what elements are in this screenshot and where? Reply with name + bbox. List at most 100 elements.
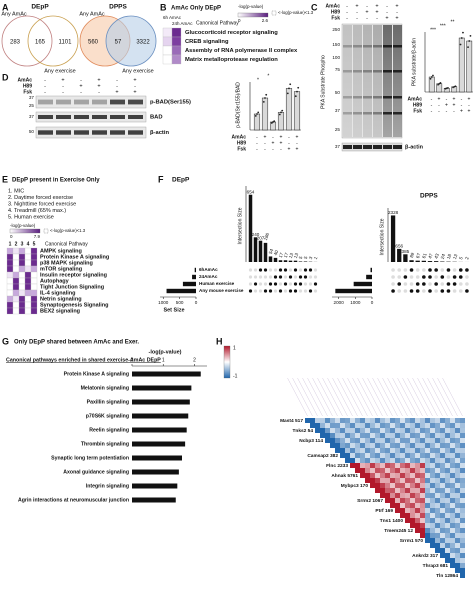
matrix-dot bbox=[288, 282, 293, 286]
legend-title: -log(p-value) bbox=[238, 4, 264, 9]
replicate-dot bbox=[432, 74, 434, 77]
venn-circle bbox=[27, 15, 79, 67]
gene-label: Flnc 2233 bbox=[326, 463, 348, 469]
sign: - bbox=[431, 102, 433, 108]
matrix-dot bbox=[298, 282, 303, 286]
heatmap-cell bbox=[340, 453, 345, 458]
heatmap-cell bbox=[425, 498, 430, 503]
matrix-dot bbox=[293, 275, 298, 279]
heatmap-cell bbox=[24, 301, 32, 309]
matrix-dot bbox=[303, 275, 308, 279]
blot-band bbox=[343, 145, 352, 149]
heatmap-cell bbox=[455, 518, 460, 523]
heatmap-cell bbox=[420, 513, 425, 518]
heatmap-cell bbox=[365, 418, 370, 423]
heatmap-cell bbox=[450, 443, 455, 448]
heatmap-cell bbox=[365, 443, 370, 448]
heatmap-cell bbox=[12, 265, 20, 273]
heatmap-cell bbox=[405, 463, 410, 468]
heatmap-cell bbox=[460, 428, 465, 433]
treatment-label: AmAc bbox=[408, 96, 423, 102]
heatmap-cell bbox=[400, 503, 405, 508]
panel-letter: A bbox=[2, 2, 9, 12]
replicate-dot bbox=[468, 40, 471, 42]
set-size-bar bbox=[194, 267, 196, 273]
heatmap-cell bbox=[440, 503, 445, 508]
heatmap-cell bbox=[400, 498, 405, 503]
heatmap-cell bbox=[445, 528, 450, 533]
heatmap-cell bbox=[410, 463, 415, 468]
heatmap-cell bbox=[400, 423, 405, 428]
x-tick-label: 1000 bbox=[350, 300, 361, 305]
heatmap-cell bbox=[455, 533, 460, 538]
heatmap-cell bbox=[390, 498, 395, 503]
heatmap-cell bbox=[350, 448, 355, 453]
matrix-dot bbox=[458, 289, 463, 293]
sign: - bbox=[431, 96, 433, 102]
blot-label: p-BAD(Ser155) bbox=[150, 100, 191, 106]
data-label: 43 bbox=[434, 252, 441, 259]
heatmap-cell bbox=[18, 259, 26, 267]
heatmap-cell bbox=[18, 253, 26, 261]
data-label: 207 bbox=[257, 235, 265, 240]
heatmap-cell bbox=[415, 483, 420, 488]
bar bbox=[397, 248, 402, 262]
heatmap-cell bbox=[430, 498, 435, 503]
heatmap-cell bbox=[450, 538, 455, 543]
matrix-dot bbox=[273, 282, 278, 286]
heatmap-cell bbox=[415, 443, 420, 448]
matrix-dot bbox=[440, 268, 445, 272]
sign: - bbox=[288, 140, 290, 146]
matrix-dot bbox=[452, 268, 457, 272]
heatmap-cell bbox=[400, 428, 405, 433]
label-leader bbox=[422, 377, 443, 417]
heatmap-cell bbox=[410, 523, 415, 528]
legend-gradient bbox=[237, 12, 269, 18]
sign: - bbox=[396, 9, 398, 15]
heatmap-cell bbox=[455, 538, 460, 543]
heatmap-cell bbox=[390, 448, 395, 453]
pathway-label: mTOR signaling bbox=[40, 266, 82, 272]
significance: * bbox=[257, 77, 259, 83]
matrix-dot bbox=[278, 275, 283, 279]
pathway-label: p38 MAPK signaling bbox=[40, 260, 93, 266]
heatmap-cell bbox=[335, 428, 340, 433]
heatmap-cell bbox=[400, 418, 405, 423]
heatmap-cell bbox=[435, 478, 440, 483]
heatmap-cell bbox=[410, 503, 415, 508]
heatmap-cell bbox=[440, 528, 445, 533]
y-axis-label: Intersection Size bbox=[379, 218, 385, 255]
matrix-dot bbox=[391, 282, 395, 286]
matrix-dot bbox=[465, 268, 469, 272]
heatmap-cell bbox=[380, 428, 385, 433]
blot-band bbox=[383, 112, 392, 115]
heatmap-cell bbox=[455, 458, 460, 463]
panel-title: Only DEpP shared between AmAc and Exer. bbox=[14, 340, 139, 346]
heatmap-cell bbox=[30, 253, 38, 261]
replicate-dot bbox=[294, 95, 297, 98]
heatmap-cell bbox=[440, 538, 445, 543]
heatmap-cell bbox=[430, 478, 435, 483]
marker-label: 250 bbox=[332, 27, 340, 32]
pathway-label: Integrin signaling bbox=[86, 483, 129, 489]
heatmap-cell bbox=[355, 468, 360, 473]
label-leader bbox=[342, 377, 363, 417]
heatmap-cell bbox=[430, 448, 435, 453]
matrix-dot bbox=[465, 282, 469, 286]
heatmap-cell bbox=[350, 423, 355, 428]
heatmap-cell bbox=[370, 478, 375, 483]
blot bbox=[35, 126, 147, 139]
heatmap-cell bbox=[320, 433, 325, 438]
matrix-dot bbox=[273, 268, 278, 272]
gene-label: Tns1 1400 bbox=[380, 518, 404, 524]
heatmap-cell bbox=[455, 438, 460, 443]
heatmap-cell bbox=[400, 488, 405, 493]
blot-label: PKA Substrate Phospho bbox=[320, 55, 326, 109]
heatmap-cell bbox=[360, 428, 365, 433]
bar bbox=[132, 455, 182, 461]
heatmap-cell bbox=[425, 418, 430, 423]
heatmap-cell bbox=[425, 443, 430, 448]
replicate-dot bbox=[280, 111, 282, 114]
heatmap-cell bbox=[420, 458, 425, 463]
heatmap-cell bbox=[385, 478, 390, 483]
